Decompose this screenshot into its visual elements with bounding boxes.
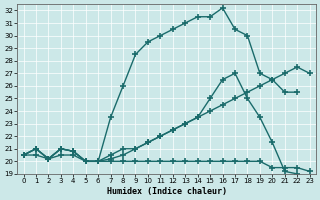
- X-axis label: Humidex (Indice chaleur): Humidex (Indice chaleur): [107, 187, 227, 196]
